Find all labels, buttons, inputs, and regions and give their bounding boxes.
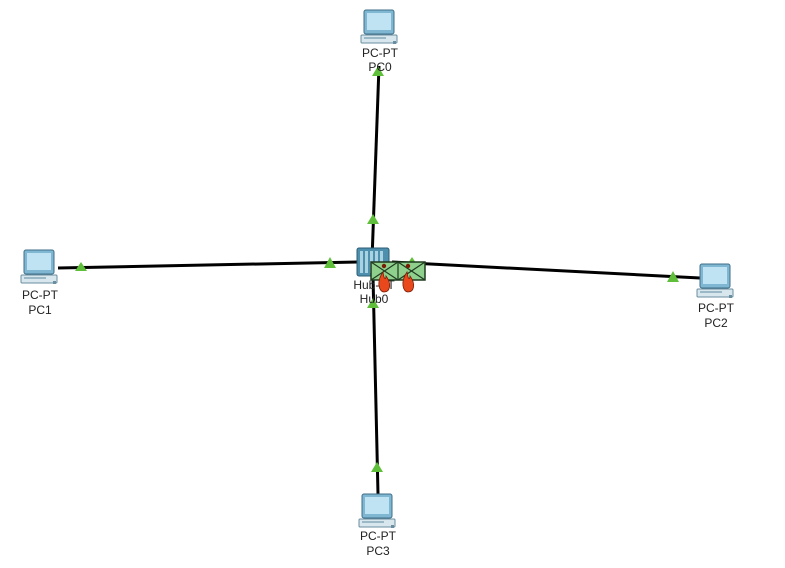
device-name-label: Hub0 xyxy=(359,292,389,306)
device-pc0[interactable]: PC-PT PC0 xyxy=(360,8,400,76)
device-model-label: PC-PT xyxy=(698,301,734,315)
link-hub0-pc2[interactable] xyxy=(391,260,701,280)
collision-envelope-icon[interactable] xyxy=(370,258,430,298)
device-model-label: PC-PT xyxy=(362,46,398,60)
link-up-indicator-pc3-hub-end xyxy=(367,298,379,308)
link-up-indicator-pc0-hub-end xyxy=(367,214,379,224)
device-pc2[interactable]: PC-PT PC2 xyxy=(696,262,736,330)
desktop-pc-icon xyxy=(358,493,396,528)
link-up-indicator-pc3-end xyxy=(371,462,383,472)
link-up-indicator-pc0-end xyxy=(372,66,384,76)
link-hub0-pc0[interactable] xyxy=(370,65,381,261)
link-hub0-pc1[interactable] xyxy=(57,260,359,270)
link-hub0-pc3[interactable] xyxy=(371,275,380,495)
device-model-label: PC-PT xyxy=(22,288,58,302)
desktop-pc-icon xyxy=(696,263,734,298)
device-name-label: PC2 xyxy=(704,316,728,330)
desktop-pc-icon xyxy=(360,9,398,44)
link-up-indicator-pc1-end xyxy=(75,262,87,271)
desktop-pc-icon xyxy=(20,249,58,284)
link-up-indicator-pc1-hub-end xyxy=(324,257,336,268)
device-name-label: PC3 xyxy=(366,544,390,558)
device-name-label: PC0 xyxy=(368,60,392,74)
device-pc1[interactable]: PC-PT PC1 xyxy=(20,248,60,317)
device-pc3[interactable]: PC-PT PC3 xyxy=(358,492,398,560)
device-name-label: PC1 xyxy=(28,303,52,317)
device-model-label: PC-PT xyxy=(360,529,396,543)
link-up-indicator-pc2-end xyxy=(667,271,679,282)
